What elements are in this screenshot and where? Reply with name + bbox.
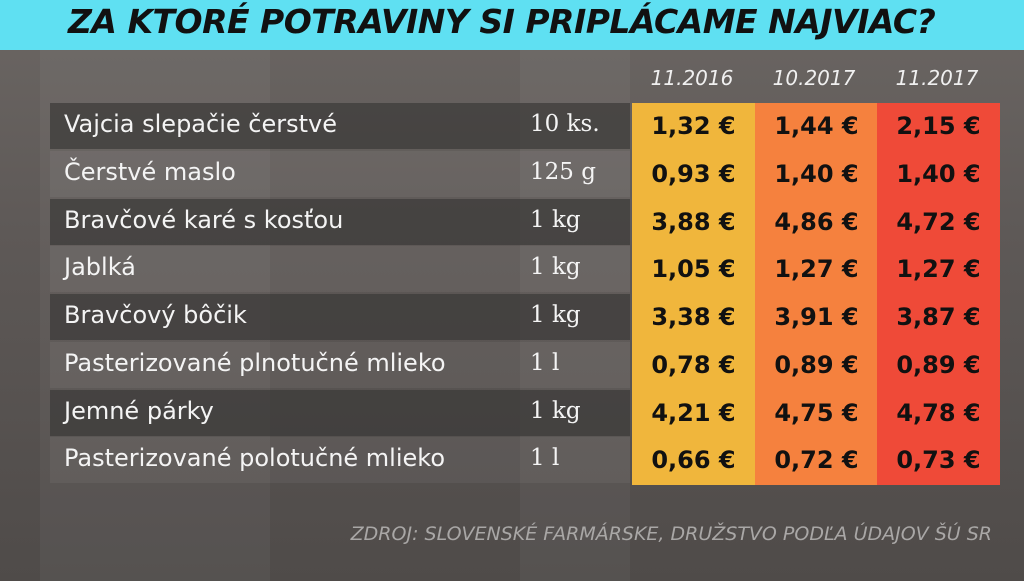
product-unit: 1 kg xyxy=(530,397,581,424)
page-title: ZA KTORÉ POTRAVINY SI PRIPLÁCAME NAJVIAC… xyxy=(68,2,936,41)
table-row: Bravčový bôčik 1 kg xyxy=(50,294,630,340)
price-cell: 3,91 € xyxy=(774,303,859,331)
product-unit: 125 g xyxy=(530,158,596,185)
product-unit: 1 l xyxy=(530,445,560,472)
table-row: Bravčové karé s kosťou 1 kg xyxy=(50,198,630,245)
background-panel xyxy=(40,0,270,581)
price-cell: 0,89 € xyxy=(896,350,981,379)
product-name: Jablká xyxy=(64,253,136,282)
price-cell: 1,44 € xyxy=(774,112,859,140)
product-name: Jemné párky xyxy=(64,396,214,425)
title-bar: ZA KTORÉ POTRAVINY SI PRIPLÁCAME NAJVIAC… xyxy=(0,0,1024,50)
price-cell: 4,21 € xyxy=(651,398,736,427)
table-row: Jemné párky 1 kg xyxy=(50,389,630,436)
price-cell: 1,32 € xyxy=(651,112,736,140)
column-header-10-2017: 10.2017 xyxy=(772,66,856,90)
price-cell: 4,75 € xyxy=(774,398,859,427)
price-cell: 0,73 € xyxy=(896,446,981,475)
product-name: Pasterizované plnotučné mlieko xyxy=(64,348,446,377)
product-unit: 1 kg xyxy=(530,206,581,233)
price-cell: 1,27 € xyxy=(896,255,981,284)
price-column: 2,15 € 1,40 € 4,72 € 1,27 € 3,87 € 0,89 € 4,78… xyxy=(877,103,1000,485)
price-cell: 3,88 € xyxy=(651,207,736,236)
price-cell: 0,66 € xyxy=(651,446,736,475)
price-cell: 0,93 € xyxy=(651,159,736,188)
table-row: Čerstvé maslo 125 g xyxy=(50,150,630,197)
price-cell: 1,05 € xyxy=(651,255,736,284)
product-unit: 1 kg xyxy=(530,302,581,328)
product-name: Pasterizované polotučné mlieko xyxy=(64,444,446,473)
price-cell: 3,87 € xyxy=(896,303,981,331)
table-row: Pasterizované polotučné mlieko 1 l xyxy=(50,437,630,484)
column-header-11-2017: 11.2017 xyxy=(895,66,979,90)
column-header-11-2016: 11.2016 xyxy=(650,66,734,90)
product-name: Bravčové karé s kosťou xyxy=(64,205,344,234)
product-unit: 1 l xyxy=(530,349,560,376)
background-panel xyxy=(520,0,630,581)
price-cell: 1,40 € xyxy=(774,159,859,188)
table-row: Vajcia slepačie čerstvé 10 ks. xyxy=(50,103,630,149)
price-cell: 0,89 € xyxy=(774,350,859,379)
price-cell: 3,38 € xyxy=(651,303,736,331)
product-name: Bravčový bôčik xyxy=(64,301,247,329)
price-cell: 4,86 € xyxy=(774,207,859,236)
price-cell: 0,72 € xyxy=(774,446,859,475)
product-unit: 10 ks. xyxy=(530,111,600,137)
price-cell: 1,40 € xyxy=(896,159,981,188)
table-row: Jablká 1 kg xyxy=(50,246,630,293)
table-row: Pasterizované plnotučné mlieko 1 l xyxy=(50,341,630,388)
product-name: Čerstvé maslo xyxy=(64,157,236,186)
product-name: Vajcia slepačie čerstvé xyxy=(64,110,337,138)
price-cell: 0,78 € xyxy=(651,350,736,379)
price-cell: 4,72 € xyxy=(896,207,981,236)
price-cell: 4,78 € xyxy=(896,398,981,427)
price-cell: 2,15 € xyxy=(896,112,981,140)
product-unit: 1 kg xyxy=(530,254,581,281)
price-column: 1,44 € 1,40 € 4,86 € 1,27 € 3,91 € 0,89 € 4,75… xyxy=(755,103,878,485)
price-column: 1,32 € 0,93 € 3,88 € 1,05 € 3,38 € 0,78 € 4,21… xyxy=(632,103,755,485)
price-cell: 1,27 € xyxy=(774,255,859,284)
source-note: ZDROJ: SLOVENSKÉ FARMÁRSKE, DRUŽSTVO POD… xyxy=(350,523,992,545)
